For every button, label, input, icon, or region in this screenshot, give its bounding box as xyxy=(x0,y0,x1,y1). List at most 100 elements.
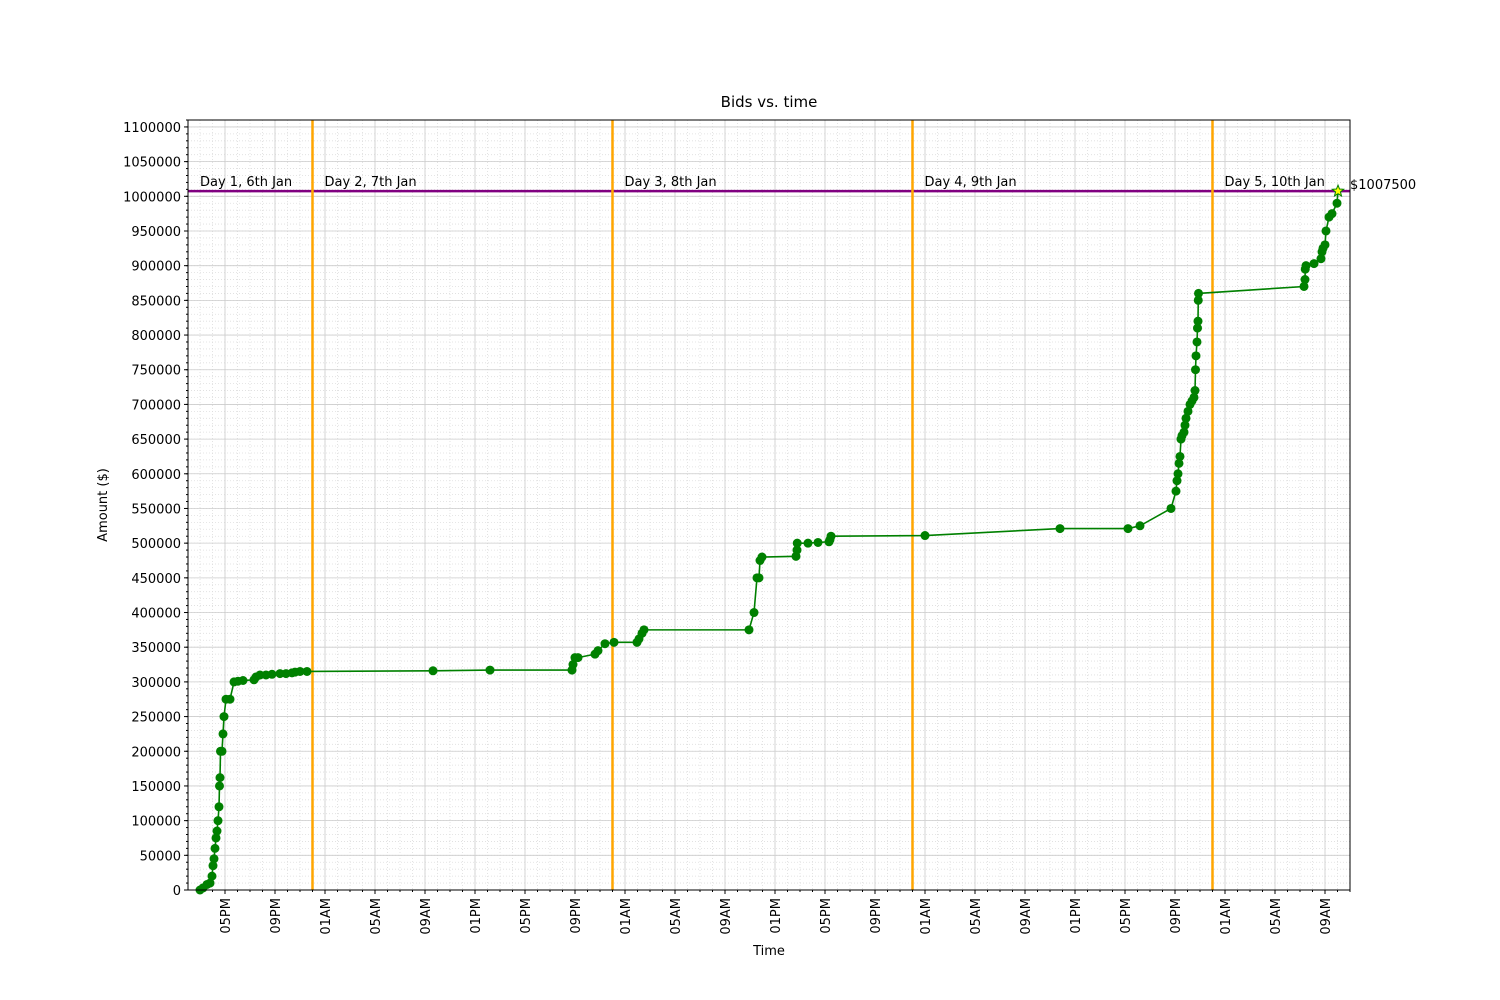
x-tick-label: 01PM xyxy=(469,898,484,934)
plot-layer: $1007500 Day 1, 6th Jan Day 2, 7th Jan Day … xyxy=(188,120,1416,895)
day-label: Day 5, 10th Jan xyxy=(1225,175,1325,190)
point xyxy=(826,531,836,541)
point xyxy=(210,843,220,853)
x-tick-label: 09PM xyxy=(1169,898,1184,934)
y-tick-label: 250000 xyxy=(131,711,181,726)
point xyxy=(1316,254,1326,264)
day-label: Day 4, 9th Jan xyxy=(925,175,1017,190)
point xyxy=(1179,427,1189,437)
point xyxy=(211,833,221,843)
point xyxy=(1174,458,1184,468)
y-tick-label: 650000 xyxy=(131,433,181,448)
y-tick-label: 150000 xyxy=(131,780,181,795)
x-tick-label: 05PM xyxy=(819,898,834,934)
plot-area xyxy=(188,120,1350,890)
y-tick-label: 600000 xyxy=(131,468,181,483)
chart-title: Bids vs. time xyxy=(721,93,818,111)
y-tick-label: 0 xyxy=(173,884,181,899)
point xyxy=(609,637,619,647)
point xyxy=(1135,521,1145,531)
y-tick-label: 500000 xyxy=(131,537,181,552)
x-tick-label: 05AM xyxy=(969,898,984,935)
point xyxy=(1194,288,1203,298)
x-tick-label: 01AM xyxy=(919,898,934,935)
point xyxy=(1193,295,1203,305)
point xyxy=(568,660,578,670)
point xyxy=(1300,275,1310,285)
point xyxy=(207,871,217,881)
point xyxy=(1299,281,1309,291)
x-tick-label: 05PM xyxy=(1119,898,1134,934)
y-tick-label: 950000 xyxy=(131,225,181,240)
highlight-marker xyxy=(1330,183,1346,198)
y-tick-label: 700000 xyxy=(131,398,181,413)
y-tick-label: 900000 xyxy=(131,260,181,275)
point xyxy=(485,665,495,675)
point xyxy=(213,816,223,826)
y-tick-label: 100000 xyxy=(131,815,181,830)
y-tick-label: 850000 xyxy=(131,294,181,309)
y-tick-label: 750000 xyxy=(131,364,181,379)
y-axis-label: Amount ($) xyxy=(96,468,111,542)
point xyxy=(217,746,227,756)
point xyxy=(920,531,930,541)
y-tick-label: 450000 xyxy=(131,572,181,587)
point xyxy=(205,878,215,888)
point xyxy=(1332,198,1342,208)
point xyxy=(215,781,224,791)
point xyxy=(1190,386,1200,396)
point xyxy=(1171,486,1181,496)
y-tick-label: 350000 xyxy=(131,641,181,656)
point xyxy=(1166,503,1176,513)
y-tick-label: 300000 xyxy=(131,676,181,691)
point xyxy=(1191,365,1200,375)
point xyxy=(1191,351,1201,361)
point xyxy=(1180,420,1190,430)
point xyxy=(219,712,229,722)
point xyxy=(792,545,802,555)
point xyxy=(1123,524,1133,534)
point xyxy=(218,729,228,739)
x-tick-label: 09PM xyxy=(869,898,884,934)
point xyxy=(267,669,277,679)
point xyxy=(1321,226,1331,236)
point xyxy=(1192,337,1202,347)
point xyxy=(1175,451,1185,461)
plot-frame xyxy=(187,119,1351,891)
day-label: Day 2, 7th Jan xyxy=(325,175,417,190)
point xyxy=(212,826,222,836)
point xyxy=(803,538,813,548)
x-tick-label: 05AM xyxy=(1269,898,1284,935)
x-tick-label: 05PM xyxy=(219,898,234,934)
point xyxy=(302,666,312,676)
x-tick-label: 09AM xyxy=(419,898,434,935)
point xyxy=(573,653,583,663)
x-tick-label: 01AM xyxy=(619,898,634,935)
x-axis-label: Time xyxy=(752,944,785,959)
point xyxy=(593,646,603,656)
point xyxy=(1193,316,1203,326)
day-label: Day 1, 6th Jan xyxy=(200,175,292,190)
point xyxy=(639,625,649,635)
point xyxy=(214,802,224,812)
point xyxy=(215,773,225,783)
y-tick-label: 1050000 xyxy=(123,156,181,171)
point xyxy=(428,666,438,676)
point xyxy=(792,538,802,548)
point xyxy=(295,666,305,676)
point xyxy=(1055,524,1065,534)
point xyxy=(208,861,218,871)
point xyxy=(813,537,823,547)
point xyxy=(209,854,219,864)
y-tick-label: 50000 xyxy=(140,849,181,864)
point xyxy=(1172,476,1182,486)
point xyxy=(744,625,754,635)
y-tick-label: 1100000 xyxy=(123,121,181,136)
point xyxy=(757,552,767,562)
x-tick-label: 01AM xyxy=(1219,898,1234,935)
x-tick-label: 09PM xyxy=(269,898,284,934)
point xyxy=(1309,259,1319,269)
x-tick-label: 09PM xyxy=(569,898,584,934)
point xyxy=(754,573,764,583)
y-tick-label: 800000 xyxy=(131,329,181,344)
